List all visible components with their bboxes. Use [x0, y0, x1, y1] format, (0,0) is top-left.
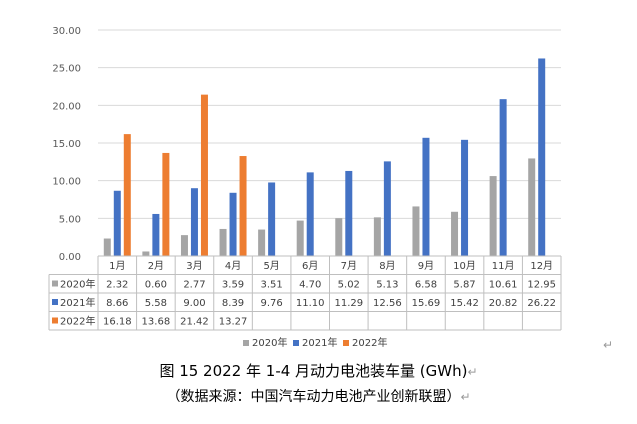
data-label: 16.18: [103, 317, 132, 328]
x-tick-label: 2月: [148, 260, 164, 272]
paragraph-mark: ↵: [603, 338, 614, 352]
x-tick-label: 10月: [453, 260, 476, 272]
x-tick-label: 11月: [492, 260, 515, 272]
series-name: 2020年: [60, 278, 95, 291]
bar: [296, 220, 304, 256]
y-tick-label: 10.00: [52, 177, 81, 188]
legend-key: [52, 317, 58, 324]
paragraph-mark: ↵: [467, 365, 478, 379]
bar-chart: 0.00 5.00 10.00 15.00 20.00 25.00 30.00 1月 2月 3月 4…: [48, 26, 562, 349]
bar: [335, 218, 343, 256]
figure-caption: 图 15 2022 年 1-4 月动力电池装车量 (GWh)↵: [0, 360, 637, 381]
bar: [373, 217, 381, 256]
y-tick-label: 15.00: [52, 139, 81, 150]
x-tick-label: 1月: [109, 260, 125, 272]
legend-key: [243, 340, 249, 346]
y-tick-label: 30.00: [52, 26, 81, 37]
data-label: 20.82: [489, 298, 518, 309]
legend-key: [52, 280, 58, 287]
legend-key: [293, 340, 299, 346]
legend-label: 2021年: [302, 336, 337, 349]
x-tick-label: 12月: [530, 260, 553, 272]
data-label: 21.42: [180, 317, 209, 328]
bar: [219, 228, 227, 256]
data-label: 13.27: [219, 317, 248, 328]
y-tick-label: 0.00: [59, 252, 81, 263]
y-tick-label: 25.00: [52, 64, 81, 75]
bar: [152, 213, 160, 256]
x-tick-label: 6月: [302, 260, 318, 272]
bar: [258, 229, 266, 256]
bar: [103, 238, 111, 256]
data-label: 5.58: [145, 298, 167, 309]
data-label: 5.13: [376, 280, 398, 291]
caption-source-text: （数据来源：中国汽车动力电池产业创新联盟）: [166, 389, 461, 405]
data-label: 13.68: [142, 317, 171, 328]
data-label: 2.77: [183, 280, 205, 291]
bar: [142, 251, 150, 256]
bar: [528, 158, 536, 256]
bar: [422, 137, 430, 256]
data-label: 0.60: [145, 280, 167, 291]
series-name: 2022年: [60, 315, 95, 328]
data-label: 11.10: [296, 298, 325, 309]
bar: [268, 182, 276, 256]
data-label: 8.66: [106, 298, 128, 309]
bar: [229, 192, 237, 256]
x-tick-label: 7月: [341, 260, 357, 272]
bar: [113, 190, 121, 256]
data-label: 4.70: [299, 280, 321, 291]
caption-title-text: 图 15 2022 年 1-4 月动力电池装车量 (GWh): [159, 362, 468, 380]
bar: [412, 206, 420, 256]
bar: [239, 156, 247, 256]
legend-label: 2022年: [352, 336, 387, 349]
legend-key: [52, 299, 58, 305]
y-tick-label: 20.00: [52, 101, 81, 112]
bar: [345, 170, 353, 256]
y-tick-label: 5.00: [59, 214, 81, 225]
bar: [461, 139, 469, 256]
bar: [306, 172, 314, 256]
x-tick-label: 3月: [186, 260, 202, 272]
data-label: 10.61: [489, 280, 518, 291]
data-label: 8.39: [222, 298, 244, 309]
x-tick-label: 4月: [225, 260, 241, 272]
figure-source: （数据来源：中国汽车动力电池产业创新联盟）↵: [0, 386, 637, 406]
bar: [123, 134, 131, 256]
x-tick-label: 8月: [379, 260, 395, 272]
data-label: 3.59: [222, 280, 244, 291]
data-label: 11.29: [334, 298, 363, 309]
bar: [200, 94, 208, 256]
bar: [180, 235, 188, 256]
data-label: 9.76: [260, 298, 282, 309]
bar: [190, 188, 198, 256]
data-label: 9.00: [183, 298, 205, 309]
x-tick-label: 9月: [418, 260, 434, 272]
data-label: 2.32: [106, 280, 128, 291]
data-label: 3.51: [260, 280, 282, 291]
bar: [383, 161, 391, 256]
legend-key: [343, 340, 349, 346]
data-label: 6.58: [415, 280, 437, 291]
data-label: 5.87: [453, 280, 475, 291]
data-label: 12.95: [527, 280, 556, 291]
bar: [162, 152, 170, 256]
data-label: 15.69: [412, 298, 441, 309]
data-label: 5.02: [338, 280, 360, 291]
data-label: 15.42: [450, 298, 479, 309]
data-label: 12.56: [373, 298, 402, 309]
legend-label: 2020年: [252, 336, 287, 349]
x-tick-label: 5月: [263, 260, 279, 272]
paragraph-mark: ↵: [460, 390, 471, 404]
bar: [489, 176, 497, 256]
bar: [499, 99, 507, 256]
series-name: 2021年: [60, 296, 95, 309]
data-label: 26.22: [527, 298, 556, 309]
bar: [538, 58, 546, 257]
bar: [451, 211, 459, 256]
